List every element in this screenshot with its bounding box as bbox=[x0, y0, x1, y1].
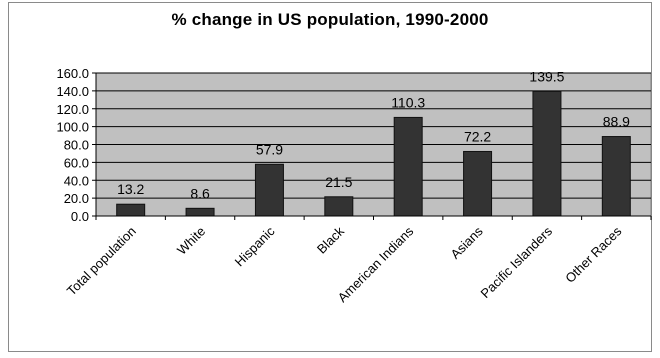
data-label: 139.5 bbox=[529, 68, 564, 84]
bar bbox=[463, 150, 493, 217]
data-label: 110.3 bbox=[391, 94, 425, 110]
data-label: 8.6 bbox=[190, 185, 210, 201]
y-tick-label: 120.0 bbox=[56, 102, 89, 117]
x-category-label: White bbox=[174, 224, 208, 258]
chart-title: % change in US population, 1990-2000 bbox=[171, 10, 489, 29]
data-labels: 13.2 8.6 57.9 21.5 110.3 72.2 139.5 88.9 bbox=[117, 68, 630, 201]
bar bbox=[324, 196, 354, 217]
y-axis: 0.0 20.0 40.0 60.0 80.0 100.0 120.0 140.0 160.0 bbox=[56, 66, 97, 224]
x-category-label: Other Races bbox=[562, 223, 625, 286]
bar bbox=[254, 163, 284, 217]
y-tick-label: 60.0 bbox=[64, 155, 89, 170]
x-category-label: Hispanic bbox=[232, 223, 278, 269]
data-label: 88.9 bbox=[603, 114, 630, 130]
data-label: 21.5 bbox=[325, 174, 352, 190]
data-label: 13.2 bbox=[117, 181, 144, 197]
y-tick-label: 20.0 bbox=[64, 191, 89, 206]
x-axis: Total population White Hispanic BlackAmeric… bbox=[64, 215, 652, 305]
bar bbox=[393, 116, 423, 217]
bar bbox=[601, 136, 631, 217]
x-category-label: American Indians bbox=[335, 223, 417, 305]
y-tick-label: 40.0 bbox=[64, 173, 89, 188]
bar bbox=[532, 90, 562, 217]
data-label: 57.9 bbox=[256, 141, 283, 157]
bar bbox=[185, 207, 215, 217]
y-tick-label: 140.0 bbox=[56, 84, 89, 99]
y-tick-label: 80.0 bbox=[64, 138, 89, 153]
y-tick-label: 0.0 bbox=[71, 209, 89, 224]
x-category-label: Total population bbox=[64, 224, 139, 299]
x-category-label: Asians bbox=[447, 223, 486, 262]
x-category-label: Black bbox=[314, 223, 347, 256]
data-label: 72.2 bbox=[464, 128, 491, 144]
y-tick-label: 100.0 bbox=[56, 120, 89, 135]
y-tick-label: 160.0 bbox=[56, 66, 89, 81]
bar bbox=[116, 203, 146, 217]
x-category-label: Pacific Islanders bbox=[478, 223, 556, 301]
